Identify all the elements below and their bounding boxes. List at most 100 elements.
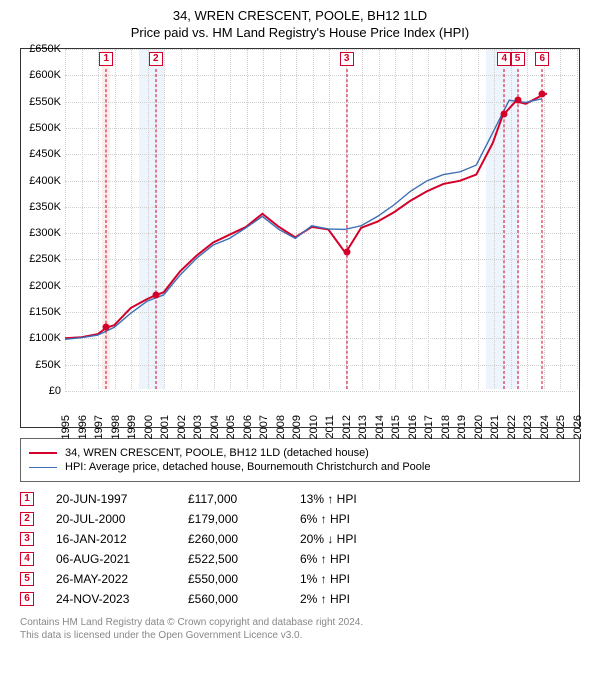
x-axis-label: 2012	[341, 415, 353, 449]
sale-diff: 20% ↓ HPI	[300, 532, 410, 546]
sale-row: 526-MAY-2022£550,0001% ↑ HPI	[20, 572, 580, 586]
y-axis-label: £200K	[21, 280, 61, 292]
sale-price: £522,500	[188, 552, 278, 566]
x-axis-label: 2004	[209, 415, 221, 449]
y-axis-label: £400K	[21, 175, 61, 187]
sale-marker-dot	[514, 96, 521, 103]
sale-row: 120-JUN-1997£117,00013% ↑ HPI	[20, 492, 580, 506]
x-axis-label: 2013	[357, 415, 369, 449]
sale-price: £179,000	[188, 512, 278, 526]
sale-marker-line	[517, 69, 518, 389]
x-axis-label: 2025	[555, 415, 567, 449]
x-axis-label: 2001	[159, 415, 171, 449]
sale-marker-badge: 6	[535, 52, 549, 66]
x-axis-label: 2015	[390, 415, 402, 449]
sale-marker-line	[346, 69, 347, 389]
x-axis-label: 2022	[506, 415, 518, 449]
gridline	[65, 391, 575, 392]
sale-price: £560,000	[188, 592, 278, 606]
series-property	[65, 93, 547, 338]
chart-plot-area: 1 2 3 456	[65, 49, 575, 389]
legend-item: HPI: Average price, detached house, Bour…	[29, 461, 571, 473]
sale-row: 4 06-AUG-2021 £522,500 6% ↑ HPI	[20, 552, 580, 566]
sale-marker-dot	[343, 249, 350, 256]
sale-marker-badge: 4	[497, 52, 511, 66]
y-axis-label: £350K	[21, 201, 61, 213]
sale-marker-dot	[103, 324, 110, 331]
sale-diff: 6% ↑ HPI	[300, 512, 410, 526]
sale-row: 2 20-JUL-2000 £179,000 6% ↑ HPI	[20, 512, 580, 526]
sale-number-badge: 5	[20, 572, 34, 586]
y-axis-label: £650K	[21, 43, 61, 55]
sale-marker-line	[542, 69, 543, 389]
legend-swatch	[29, 467, 57, 468]
x-axis-label: 1997	[93, 415, 105, 449]
price-chart: 123456 £0£50K£100K£150K£200K£250K£300K£3…	[20, 48, 580, 428]
x-axis-label: 2021	[489, 415, 501, 449]
y-axis-label: £0	[21, 385, 61, 397]
sale-marker-dot	[152, 291, 159, 298]
sale-number-badge: 4	[20, 552, 34, 566]
y-axis-label: £250K	[21, 253, 61, 265]
sale-diff: 2% ↑ HPI	[300, 592, 410, 606]
sale-marker-badge: 1	[99, 52, 113, 66]
sale-marker-line	[155, 69, 156, 389]
x-axis-label: 2006	[242, 415, 254, 449]
x-axis-label: 2024	[539, 415, 551, 449]
y-axis-label: £500K	[21, 122, 61, 134]
y-axis-label: £300K	[21, 227, 61, 239]
x-axis-label: 2019	[456, 415, 468, 449]
x-axis-label: 2011	[324, 415, 336, 449]
x-axis-label: 2002	[176, 415, 188, 449]
x-axis-label: 2017	[423, 415, 435, 449]
page-subtitle: Price paid vs. HM Land Registry's House …	[8, 25, 592, 40]
sale-price: £117,000	[188, 492, 278, 506]
x-axis-label: 2014	[374, 415, 386, 449]
sale-marker-dot	[501, 111, 508, 118]
x-axis-label: 2010	[308, 415, 320, 449]
sale-date: 06-AUG-2021	[56, 552, 166, 566]
chart-lines	[65, 49, 575, 389]
sale-number-badge: 6	[20, 592, 34, 606]
y-axis-label: £550K	[21, 96, 61, 108]
x-axis-label: 2016	[407, 415, 419, 449]
legend-swatch	[29, 452, 57, 454]
x-axis-label: 1996	[77, 415, 89, 449]
x-axis-label: 2009	[291, 415, 303, 449]
sale-diff: 6% ↑ HPI	[300, 552, 410, 566]
x-axis-label: 1998	[110, 415, 122, 449]
x-axis-label: 2003	[192, 415, 204, 449]
sale-date: 26-MAY-2022	[56, 572, 166, 586]
legend-label: HPI: Average price, detached house, Bour…	[65, 461, 430, 473]
sale-marker-dot	[539, 91, 546, 98]
sale-marker-badge: 3	[340, 52, 354, 66]
y-axis-label: £50K	[21, 359, 61, 371]
x-axis-label: 2018	[440, 415, 452, 449]
x-axis-label: 2023	[522, 415, 534, 449]
y-axis-label: £600K	[21, 69, 61, 81]
sale-date: 20-JUN-1997	[56, 492, 166, 506]
sale-diff: 1% ↑ HPI	[300, 572, 410, 586]
x-axis-label: 2026	[572, 415, 584, 449]
footer-attribution: Contains HM Land Registry data © Crown c…	[20, 616, 580, 642]
y-axis-label: £450K	[21, 148, 61, 160]
x-axis-label: 2020	[473, 415, 485, 449]
gridline	[577, 49, 578, 389]
sale-date: 16-JAN-2012	[56, 532, 166, 546]
sale-marker-line	[106, 69, 107, 389]
sale-marker-badge: 2	[149, 52, 163, 66]
sale-number-badge: 2	[20, 512, 34, 526]
footer-line: Contains HM Land Registry data © Crown c…	[20, 616, 580, 629]
footer-line: This data is licensed under the Open Gov…	[20, 629, 580, 642]
y-axis-label: £150K	[21, 306, 61, 318]
sale-date: 20-JUL-2000	[56, 512, 166, 526]
x-axis-label: 1995	[60, 415, 72, 449]
sale-date: 24-NOV-2023	[56, 592, 166, 606]
series-hpi	[65, 99, 542, 340]
sale-diff: 13% ↑ HPI	[300, 492, 410, 506]
x-axis-label: 2000	[143, 415, 155, 449]
sale-price: £260,000	[188, 532, 278, 546]
page-title: 34, WREN CRESCENT, POOLE, BH12 1LD	[8, 8, 592, 23]
sale-marker-badge: 5	[511, 52, 525, 66]
sale-row: 6 24-NOV-2023 £560,000 2% ↑ HPI	[20, 592, 580, 606]
